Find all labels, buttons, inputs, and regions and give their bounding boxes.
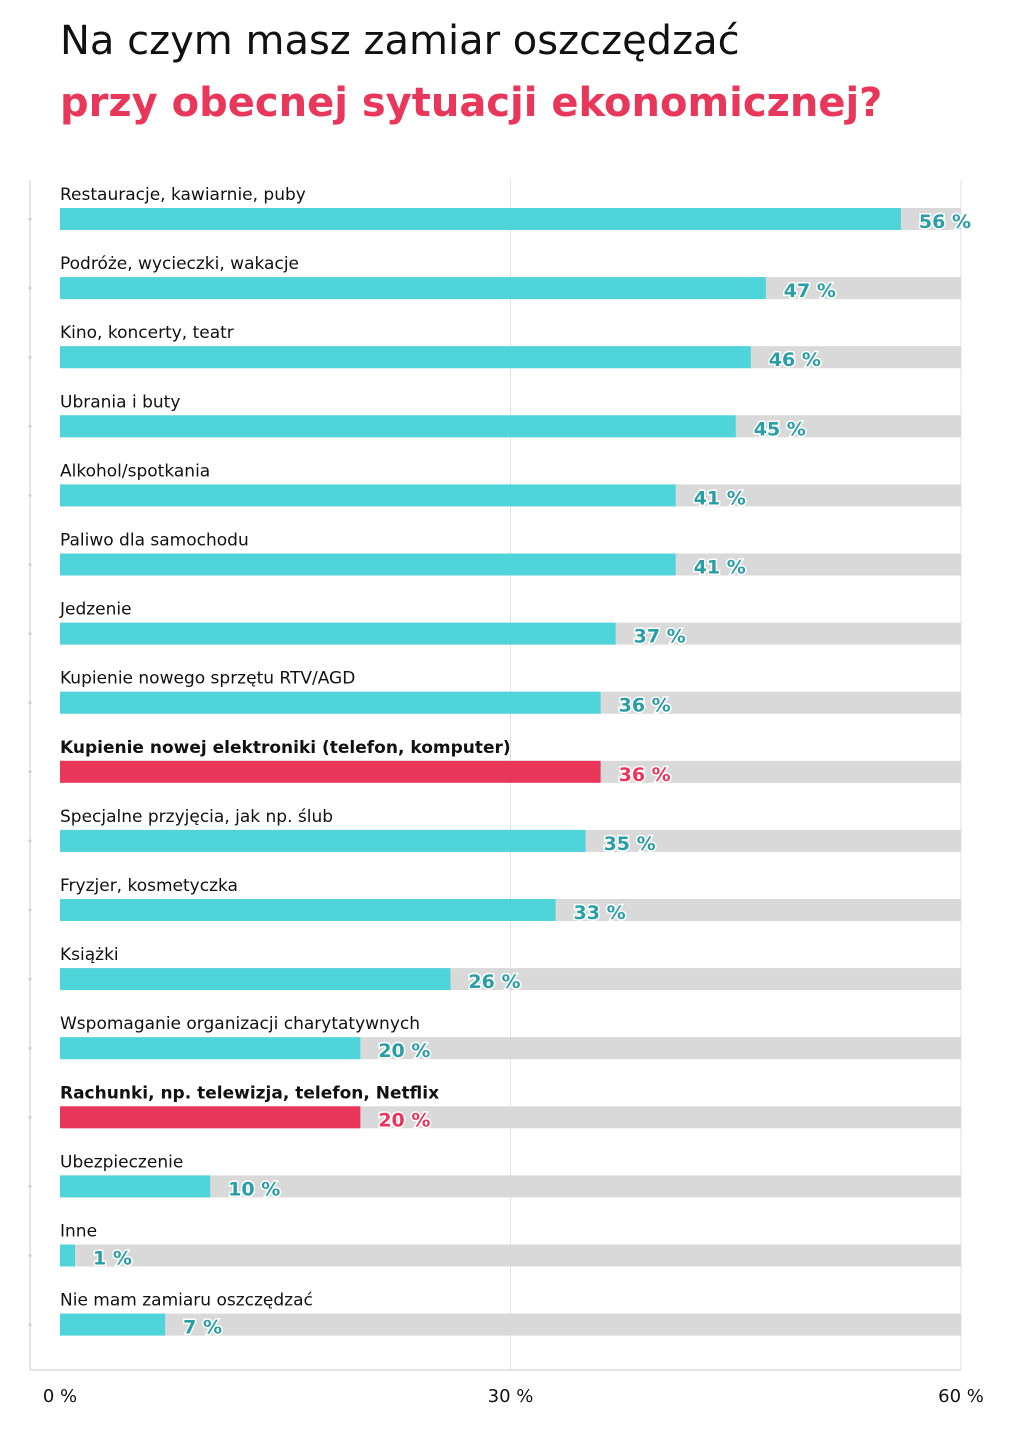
category-label: Ubezpieczenie xyxy=(60,1152,183,1172)
category-label: Kupienie nowej elektroniki (telefon, kom… xyxy=(60,738,511,758)
bar xyxy=(60,1106,361,1129)
axis-tick-mark xyxy=(28,839,32,843)
bar xyxy=(60,829,586,852)
category-label: Książki xyxy=(60,945,119,965)
x-tick-label: 0 % xyxy=(43,1386,77,1407)
bar xyxy=(60,968,451,991)
category-label: Fryzjer, kosmetyczka xyxy=(60,876,238,896)
axis-tick-mark xyxy=(28,632,32,636)
category-label: Podróże, wycieczki, wakacje xyxy=(60,254,299,274)
value-label: 37 % xyxy=(634,626,686,648)
category-label: Kupienie nowego sprzętu RTV/AGD xyxy=(60,669,355,689)
bar xyxy=(60,277,766,300)
category-label: Restauracje, kawiarnie, puby xyxy=(60,185,306,205)
axis-tick-mark xyxy=(28,286,32,290)
axis-tick-mark xyxy=(28,770,32,774)
bar-track xyxy=(60,1313,961,1336)
bar xyxy=(60,1313,166,1336)
axis-tick-mark xyxy=(28,1046,32,1050)
category-label: Wspomaganie organizacji charytatywnych xyxy=(60,1014,420,1034)
category-label: Alkohol/spotkania xyxy=(60,461,210,481)
value-label: 46 % xyxy=(769,349,821,371)
axis-tick-mark xyxy=(28,563,32,566)
value-label: 36 % xyxy=(619,764,671,786)
bar xyxy=(60,415,736,438)
value-label: 33 % xyxy=(574,902,626,924)
axis-tick-mark xyxy=(28,217,32,221)
category-label: Paliwo dla samochodu xyxy=(60,531,249,551)
value-label: 1 % xyxy=(93,1248,132,1270)
value-label: 26 % xyxy=(468,971,520,993)
value-label: 41 % xyxy=(694,557,746,579)
x-tick-label: 30 % xyxy=(488,1386,534,1407)
bar xyxy=(60,691,601,714)
bar xyxy=(60,208,901,230)
chart-title: Na czym masz zamiar oszczędzać xyxy=(60,18,740,64)
value-label: 47 % xyxy=(784,280,836,302)
value-label: 35 % xyxy=(604,833,656,855)
chart-subtitle: przy obecnej sytuacji ekonomicznej? xyxy=(60,80,883,126)
axis-tick-mark xyxy=(28,701,32,705)
bar xyxy=(60,1037,361,1060)
category-label: Jedzenie xyxy=(59,600,132,620)
axis-tick-mark xyxy=(28,493,32,497)
axis-tick-mark xyxy=(28,1184,32,1188)
category-label: Inne xyxy=(60,1222,97,1242)
axis-tick-mark xyxy=(28,1254,32,1257)
value-label: 7 % xyxy=(183,1317,222,1339)
category-label: Specjalne przyjęcia, jak np. ślub xyxy=(60,807,333,827)
value-label: 45 % xyxy=(754,418,806,440)
category-label: Ubrania i buty xyxy=(60,392,180,412)
axis-tick-mark xyxy=(28,977,32,981)
category-label: Nie mam zamiaru oszczędzać xyxy=(60,1291,313,1311)
bar xyxy=(60,484,676,507)
axis-tick-mark xyxy=(28,355,32,359)
bar xyxy=(60,760,601,783)
value-label: 10 % xyxy=(228,1178,280,1200)
bar xyxy=(60,622,616,645)
bar xyxy=(60,1175,211,1198)
value-label: 36 % xyxy=(619,695,671,717)
value-label: 20 % xyxy=(378,1109,430,1131)
axis-tick-mark xyxy=(28,908,32,912)
bar xyxy=(60,1244,76,1267)
value-label: 56 % xyxy=(919,211,971,233)
axis-tick-mark xyxy=(28,1115,32,1119)
axis-tick-mark xyxy=(28,1323,32,1327)
value-label: 41 % xyxy=(694,487,746,509)
bar xyxy=(60,346,751,369)
bar xyxy=(60,553,676,576)
x-tick-label: 60 % xyxy=(938,1386,984,1407)
bar xyxy=(60,899,556,921)
axis-tick-mark xyxy=(28,424,32,428)
bar-track xyxy=(60,1175,961,1198)
category-label: Kino, koncerty, teatr xyxy=(60,323,234,343)
category-label: Rachunki, np. telewizja, telefon, Netfli… xyxy=(60,1083,439,1103)
value-label: 20 % xyxy=(378,1040,430,1062)
bar-track xyxy=(60,1244,961,1267)
